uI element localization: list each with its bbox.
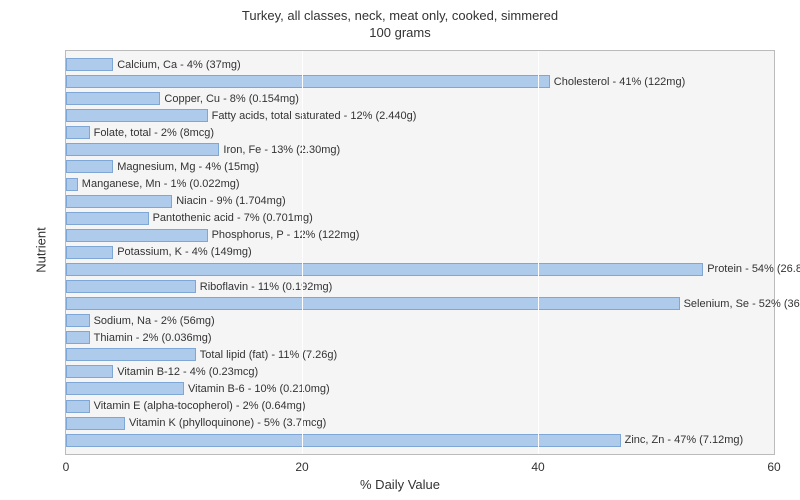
bar-row: Phosphorus, P - 12% (122mg) xyxy=(66,228,774,243)
nutrient-bar xyxy=(66,263,703,276)
nutrient-bar xyxy=(66,126,90,139)
bar-label: Protein - 54% (26.84g) xyxy=(707,263,800,275)
bar-row: Protein - 54% (26.84g) xyxy=(66,262,774,277)
chart-title: Turkey, all classes, neck, meat only, co… xyxy=(0,8,800,42)
nutrient-chart: Turkey, all classes, neck, meat only, co… xyxy=(0,0,800,500)
bar-row: Folate, total - 2% (8mcg) xyxy=(66,125,774,140)
bar-row: Copper, Cu - 8% (0.154mg) xyxy=(66,91,774,106)
nutrient-bar xyxy=(66,229,208,242)
bar-label: Iron, Fe - 13% (2.30mg) xyxy=(223,144,340,156)
bar-row: Thiamin - 2% (0.036mg) xyxy=(66,330,774,345)
bar-label: Selenium, Se - 52% (36.2mcg) xyxy=(684,298,800,310)
x-tick: 40 xyxy=(531,460,544,474)
nutrient-bar xyxy=(66,75,550,88)
nutrient-bar xyxy=(66,400,90,413)
nutrient-bar xyxy=(66,92,160,105)
bar-label: Copper, Cu - 8% (0.154mg) xyxy=(164,93,299,105)
bar-label: Riboflavin - 11% (0.192mg) xyxy=(200,281,332,293)
plot-area: Calcium, Ca - 4% (37mg) Cholesterol - 41%… xyxy=(65,50,775,455)
bar-label: Phosphorus, P - 12% (122mg) xyxy=(212,229,360,241)
bar-row: Total lipid (fat) - 11% (7.26g) xyxy=(66,347,774,362)
bar-row: Fatty acids, total saturated - 12% (2.44… xyxy=(66,108,774,123)
bar-label: Cholesterol - 41% (122mg) xyxy=(554,76,685,88)
title-line-1: Turkey, all classes, neck, meat only, co… xyxy=(242,8,558,23)
gridline xyxy=(302,51,303,454)
bar-label: Vitamin E (alpha-tocopherol) - 2% (0.64m… xyxy=(94,400,306,412)
bar-label: Fatty acids, total saturated - 12% (2.44… xyxy=(212,110,417,122)
bar-row: Vitamin B-12 - 4% (0.23mcg) xyxy=(66,364,774,379)
nutrient-bar xyxy=(66,417,125,430)
nutrient-bar xyxy=(66,109,208,122)
nutrient-bar xyxy=(66,297,680,310)
nutrient-bar xyxy=(66,314,90,327)
nutrient-bar xyxy=(66,382,184,395)
bar-label: Sodium, Na - 2% (56mg) xyxy=(94,315,215,327)
nutrient-bar xyxy=(66,195,172,208)
bar-row: Potassium, K - 4% (149mg) xyxy=(66,245,774,260)
x-tick: 60 xyxy=(767,460,780,474)
bar-label: Vitamin B-6 - 10% (0.210mg) xyxy=(188,383,330,395)
bar-row: Niacin - 9% (1.704mg) xyxy=(66,194,774,209)
bar-label: Pantothenic acid - 7% (0.701mg) xyxy=(153,212,313,224)
nutrient-bar xyxy=(66,178,78,191)
nutrient-bar xyxy=(66,280,196,293)
nutrient-bar xyxy=(66,246,113,259)
bar-label: Thiamin - 2% (0.036mg) xyxy=(94,332,212,344)
bar-row: Vitamin E (alpha-tocopherol) - 2% (0.64m… xyxy=(66,399,774,414)
bar-label: Total lipid (fat) - 11% (7.26g) xyxy=(200,349,337,361)
bar-row: Vitamin K (phylloquinone) - 5% (3.7mcg) xyxy=(66,416,774,431)
bar-row: Pantothenic acid - 7% (0.701mg) xyxy=(66,211,774,226)
gridline xyxy=(538,51,539,454)
bar-label: Folate, total - 2% (8mcg) xyxy=(94,127,214,139)
bar-row: Zinc, Zn - 47% (7.12mg) xyxy=(66,433,774,448)
bar-label: Potassium, K - 4% (149mg) xyxy=(117,246,252,258)
y-axis-label: Nutrient xyxy=(33,227,48,273)
bar-label: Vitamin K (phylloquinone) - 5% (3.7mcg) xyxy=(129,417,326,429)
nutrient-bar xyxy=(66,348,196,361)
nutrient-bar xyxy=(66,212,149,225)
x-tick: 20 xyxy=(295,460,308,474)
x-axis-label: % Daily Value xyxy=(360,477,440,492)
bars-container: Calcium, Ca - 4% (37mg) Cholesterol - 41%… xyxy=(66,57,774,448)
x-tick: 0 xyxy=(63,460,70,474)
bar-label: Manganese, Mn - 1% (0.022mg) xyxy=(82,178,240,190)
bar-row: Selenium, Se - 52% (36.2mcg) xyxy=(66,296,774,311)
nutrient-bar xyxy=(66,365,113,378)
bar-label: Niacin - 9% (1.704mg) xyxy=(176,195,285,207)
bar-label: Zinc, Zn - 47% (7.12mg) xyxy=(625,434,744,446)
nutrient-bar xyxy=(66,58,113,71)
bar-row: Manganese, Mn - 1% (0.022mg) xyxy=(66,177,774,192)
title-line-2: 100 grams xyxy=(369,25,430,40)
bar-row: Riboflavin - 11% (0.192mg) xyxy=(66,279,774,294)
bar-row: Magnesium, Mg - 4% (15mg) xyxy=(66,159,774,174)
bar-row: Sodium, Na - 2% (56mg) xyxy=(66,313,774,328)
nutrient-bar xyxy=(66,331,90,344)
bar-label: Calcium, Ca - 4% (37mg) xyxy=(117,59,240,71)
bar-row: Calcium, Ca - 4% (37mg) xyxy=(66,57,774,72)
bar-label: Vitamin B-12 - 4% (0.23mcg) xyxy=(117,366,258,378)
bar-row: Iron, Fe - 13% (2.30mg) xyxy=(66,142,774,157)
bar-label: Magnesium, Mg - 4% (15mg) xyxy=(117,161,259,173)
bar-row: Cholesterol - 41% (122mg) xyxy=(66,74,774,89)
bar-row: Vitamin B-6 - 10% (0.210mg) xyxy=(66,381,774,396)
nutrient-bar xyxy=(66,143,219,156)
nutrient-bar xyxy=(66,160,113,173)
